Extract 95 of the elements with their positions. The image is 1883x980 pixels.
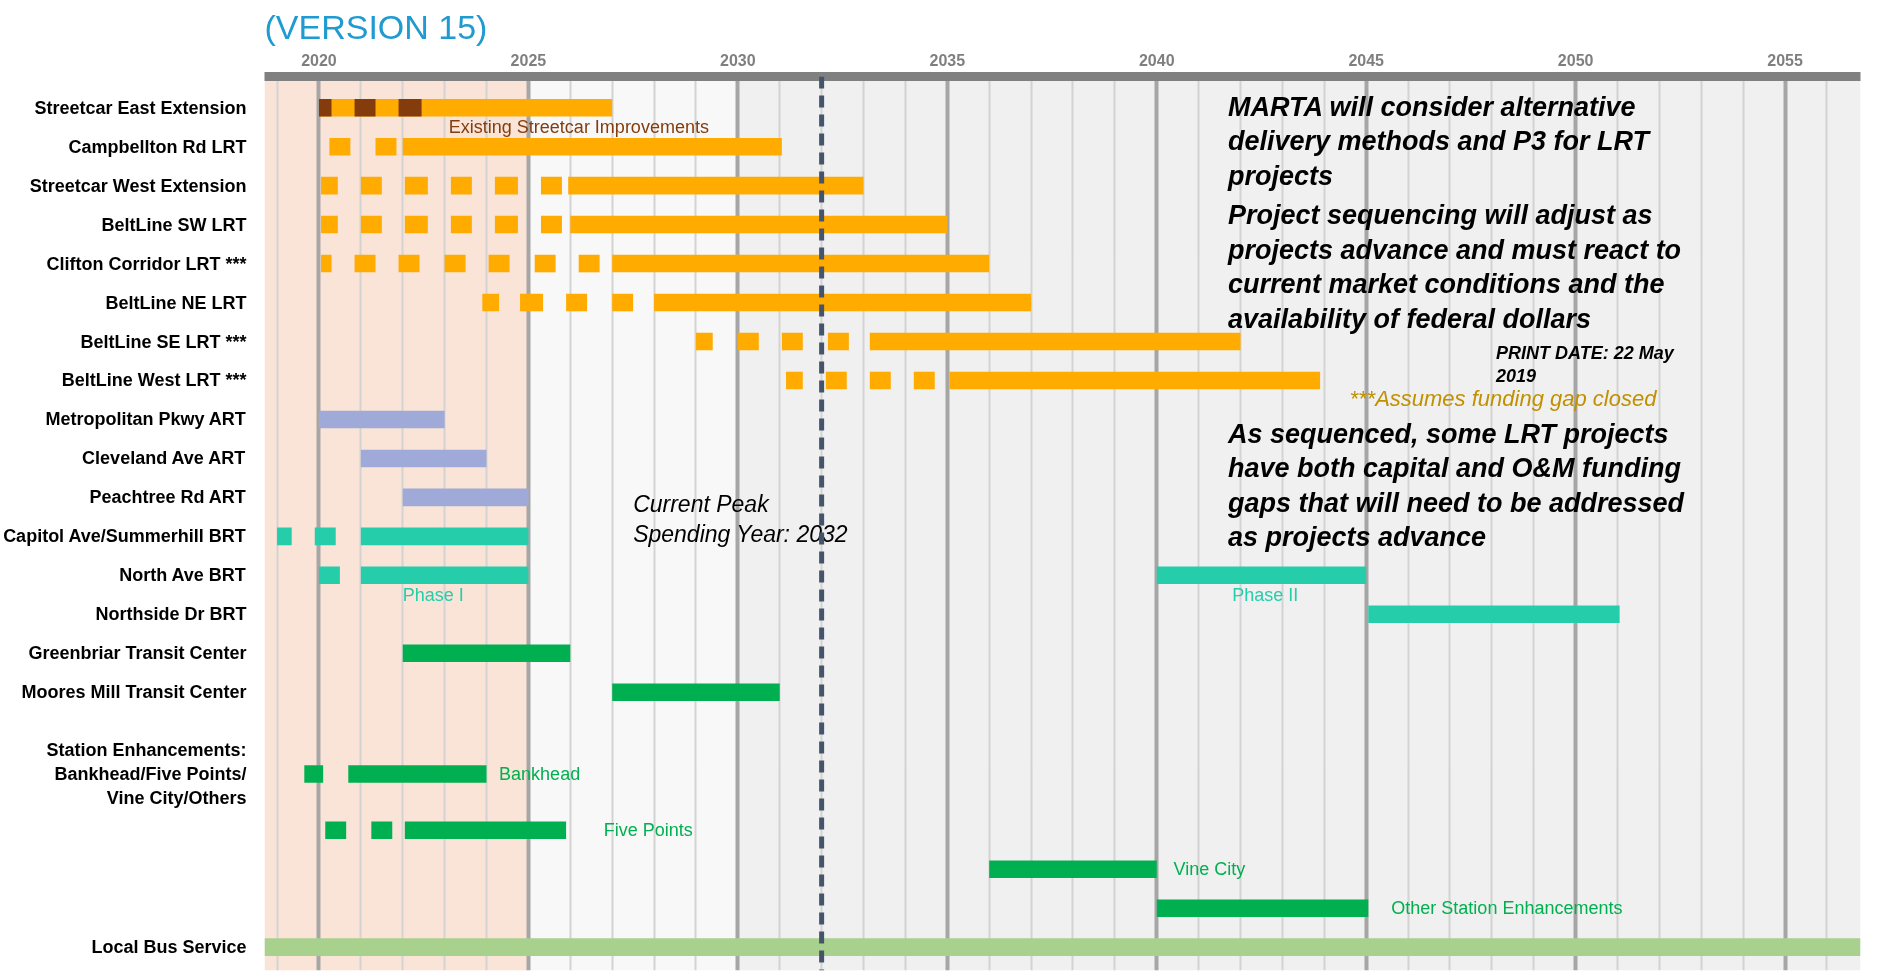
annotation: Vine City xyxy=(1173,859,1246,880)
annotation: Phase II xyxy=(1232,584,1299,605)
bar xyxy=(402,137,782,156)
annotation: Other Station Enhancements xyxy=(1391,898,1623,919)
bar xyxy=(398,254,420,273)
bar xyxy=(695,332,713,351)
annotation: Bankhead xyxy=(499,764,581,785)
bar xyxy=(612,683,780,702)
ref-line-label: Current Peak Spending Year: 2032 xyxy=(633,490,848,547)
bar xyxy=(318,410,445,429)
bar xyxy=(737,332,759,351)
bar xyxy=(404,215,428,234)
bar xyxy=(402,644,571,663)
y-tick-label: Local Bus Service xyxy=(91,937,247,958)
bar xyxy=(578,254,600,273)
bar xyxy=(781,332,803,351)
bar xyxy=(540,215,562,234)
bar xyxy=(869,371,891,390)
y-tick-label: Peachtree Rd ART xyxy=(89,487,246,508)
y-tick-label: Campbellton Rd LRT xyxy=(68,136,247,157)
chart-title: (VERSION 15) xyxy=(264,7,488,46)
y-tick-label: Clifton Corridor LRT *** xyxy=(46,253,247,274)
bar xyxy=(360,566,529,585)
y-tick-label: Station Enhancements: Bankhead/Five Points/ Vine City/Others xyxy=(46,740,247,809)
bar xyxy=(321,254,332,273)
bar xyxy=(375,137,397,156)
bar xyxy=(398,98,422,117)
bar xyxy=(494,176,518,195)
bar xyxy=(540,176,562,195)
bar xyxy=(949,371,1321,390)
bar xyxy=(360,215,382,234)
y-tick-label: Capitol Ave/Summerhill BRT xyxy=(3,526,246,547)
bar xyxy=(786,371,803,390)
bar xyxy=(1156,566,1367,585)
bar xyxy=(354,254,376,273)
bar xyxy=(318,566,340,585)
bar xyxy=(329,137,351,156)
bar xyxy=(444,254,466,273)
bar xyxy=(520,293,544,312)
bar xyxy=(827,332,849,351)
annotation: PRINT DATE: 22 May 2019 xyxy=(1495,343,1675,387)
annotation: As sequenced, some LRT projects have both capital and O&M funding gaps that will need to be addressed as projects advance xyxy=(1226,418,1685,553)
x-tick-label: 2025 xyxy=(510,51,547,69)
bar xyxy=(654,293,1032,312)
y-tick-label: BeltLine SE LRT *** xyxy=(80,331,247,352)
bar xyxy=(570,215,948,234)
x-tick-label: 2020 xyxy=(301,51,337,69)
x-tick-label: 2055 xyxy=(1767,51,1803,69)
bar xyxy=(566,293,588,312)
y-tick-label: Greenbriar Transit Center xyxy=(28,643,247,664)
x-tick-label: 2030 xyxy=(720,51,756,69)
bar xyxy=(612,254,990,273)
bar xyxy=(277,527,292,546)
bar xyxy=(488,254,510,273)
bar xyxy=(360,176,382,195)
y-tick-label: Streetcar West Extension xyxy=(29,175,247,196)
x-tick-label: 2040 xyxy=(1138,51,1175,69)
bar xyxy=(494,215,518,234)
y-tick-label: Metropolitan Pkwy ART xyxy=(45,409,246,430)
bar xyxy=(568,176,864,195)
bar xyxy=(360,449,487,468)
y-tick-label: BeltLine SW LRT xyxy=(101,214,247,235)
annotation: Project sequencing will adjust as projects advance and must react to current market conditions and the availability of federal dollars xyxy=(1226,200,1682,334)
bar xyxy=(534,254,556,273)
bar xyxy=(482,293,500,312)
annotation: ***Assumes funding gap closed xyxy=(1349,385,1658,411)
x-tick-label: 2050 xyxy=(1557,51,1594,69)
annotation: MARTA will consider alternative delivery methods and P3 for LRT projects xyxy=(1226,91,1652,191)
annotation: Phase I xyxy=(402,584,464,605)
bar xyxy=(869,332,1241,351)
bar xyxy=(402,488,529,507)
annotation: Existing Streetcar Improvements xyxy=(448,117,709,138)
y-tick-label: Streetcar East Extension xyxy=(34,97,247,118)
y-tick-label: Moores Mill Transit Center xyxy=(21,682,247,703)
bar xyxy=(321,176,338,195)
y-tick-label: BeltLine West LRT *** xyxy=(61,370,247,391)
bar xyxy=(360,527,529,546)
bar xyxy=(314,527,336,546)
bar xyxy=(612,293,634,312)
bar xyxy=(825,371,847,390)
y-tick-label: Northside Dr BRT xyxy=(95,604,247,625)
bar xyxy=(318,98,332,117)
bar xyxy=(450,215,472,234)
bar xyxy=(1368,605,1620,624)
bar xyxy=(913,371,935,390)
y-tick-label: Cleveland Ave ART xyxy=(82,448,246,469)
bar xyxy=(354,98,376,117)
y-tick-label: BeltLine NE LRT xyxy=(105,292,247,313)
bar xyxy=(321,215,338,234)
annotation: Five Points xyxy=(603,820,693,841)
bar xyxy=(404,176,428,195)
x-tick-label: 2035 xyxy=(929,51,966,69)
y-tick-label: North Ave BRT xyxy=(119,565,246,586)
bar xyxy=(450,176,472,195)
x-tick-label: 2045 xyxy=(1348,51,1385,69)
